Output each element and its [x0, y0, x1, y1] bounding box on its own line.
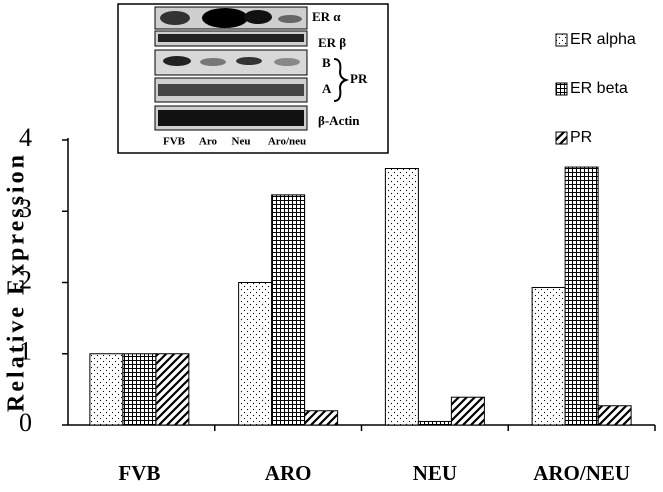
blot-label: ER β — [318, 35, 346, 50]
y-tick-label: 4 — [19, 123, 32, 152]
lane-label: Aro/neu — [268, 136, 306, 148]
bar — [417, 420, 452, 426]
legend-swatch — [555, 82, 568, 96]
blot-label: B — [322, 55, 331, 70]
bar — [564, 166, 599, 426]
lane-label: FVB — [163, 136, 186, 148]
y-tick-label: 2 — [19, 265, 32, 294]
legend-label: PR — [570, 129, 592, 146]
bar — [450, 396, 485, 426]
lane-label: Aro — [199, 136, 218, 148]
blot-label: PR — [350, 71, 368, 86]
y-tick-label: 1 — [19, 337, 32, 366]
blot-label: A — [322, 81, 332, 96]
x-tick-label: ARO — [265, 461, 312, 485]
legend-label: ER alpha — [570, 31, 636, 48]
bar — [155, 353, 190, 426]
y-tick-label: 0 — [19, 408, 32, 437]
bar — [271, 194, 306, 426]
bar — [531, 286, 566, 426]
legend-swatch — [555, 33, 568, 47]
x-tick-label: ARO/NEU — [533, 461, 630, 485]
bar — [384, 168, 419, 426]
blot-label: β-Actin — [318, 113, 360, 128]
bar — [89, 353, 124, 426]
legend-label: ER beta — [570, 80, 628, 97]
bar — [122, 353, 157, 426]
blot-label: ER α — [312, 9, 341, 24]
y-axis-label: Relative Expression — [4, 152, 30, 412]
x-tick-label: NEU — [413, 461, 457, 485]
legend-swatch — [555, 131, 568, 145]
x-tick-label: FVB — [118, 461, 160, 485]
bar — [304, 410, 339, 426]
lane-label: Neu — [232, 136, 251, 148]
y-tick-label: 3 — [19, 194, 32, 223]
bar — [238, 282, 273, 426]
inset-blot — [117, 3, 389, 154]
bar — [597, 405, 632, 426]
